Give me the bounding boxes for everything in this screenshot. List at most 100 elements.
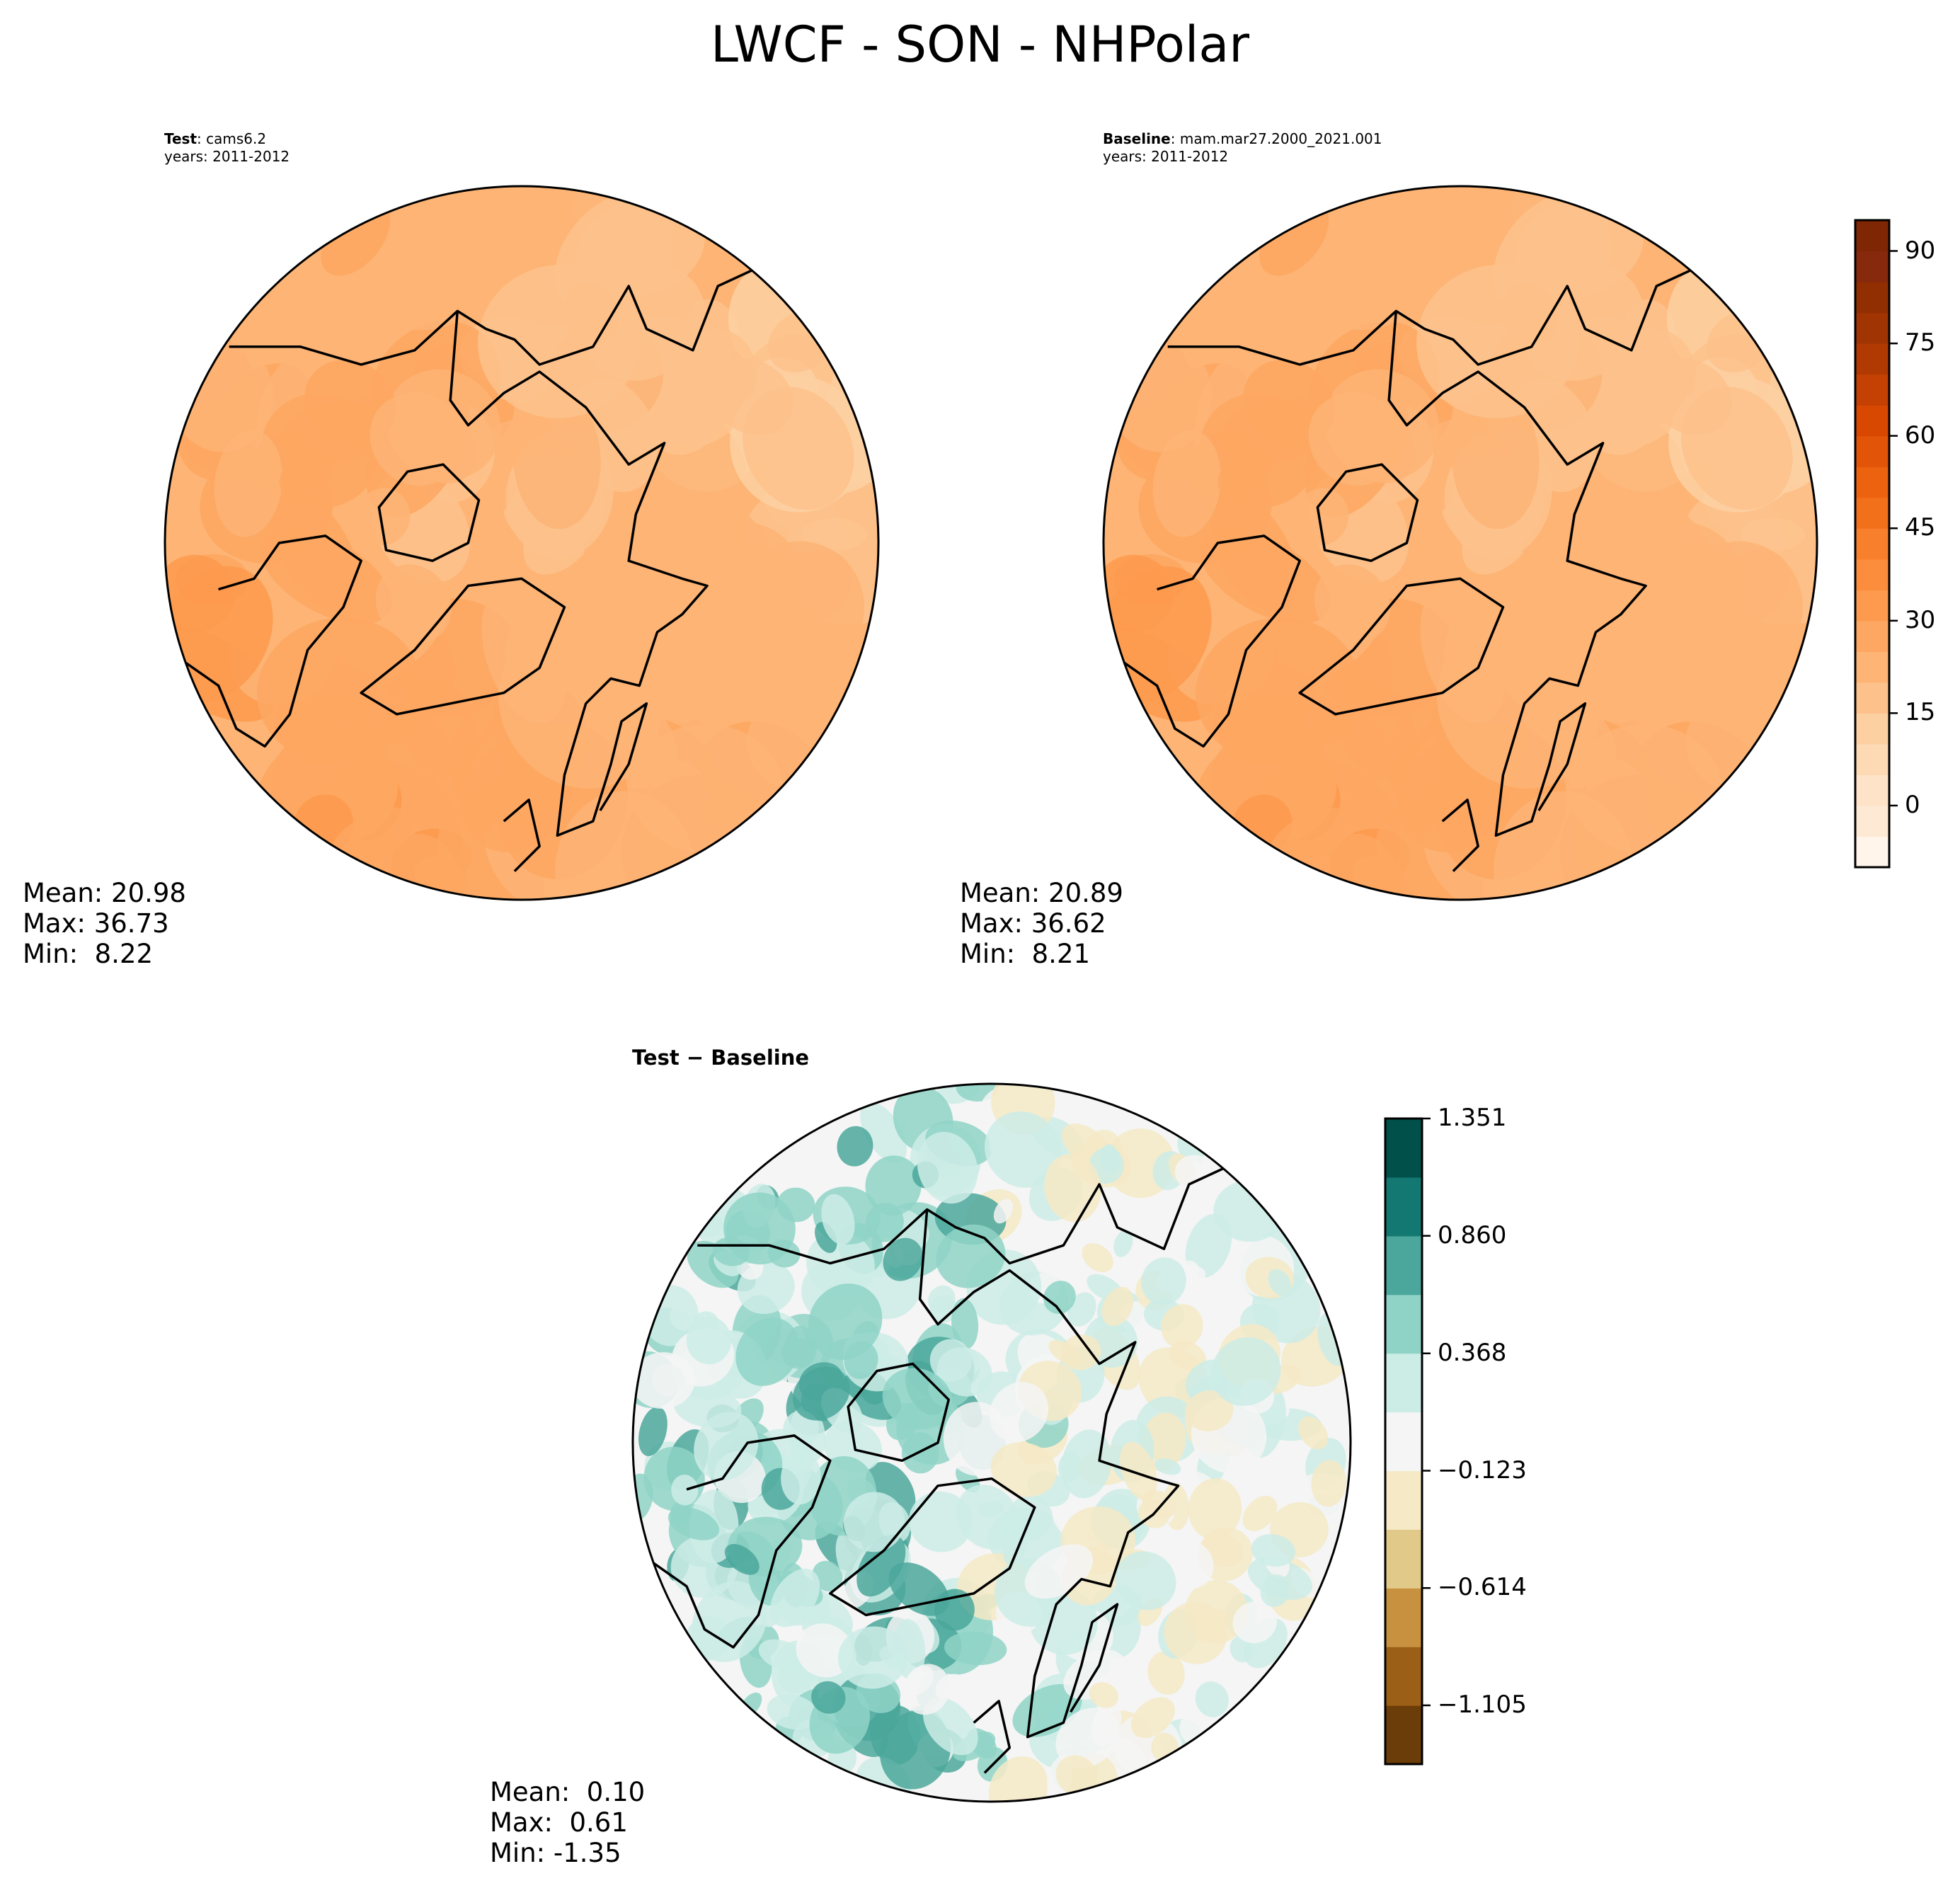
- colorbar-band: [1855, 774, 1889, 806]
- baseline-map: [1102, 185, 1818, 901]
- colorbar-band: [1855, 435, 1889, 467]
- field-contour-patch: [1120, 1441, 1157, 1501]
- coastline: [1121, 534, 1301, 748]
- mean-stat: Mean: 0.10: [490, 1777, 646, 1807]
- field-contour-patch: [1251, 1534, 1295, 1567]
- years-label: years: 2011-2012: [1103, 148, 1229, 165]
- label-rest: : cams6.2: [197, 130, 267, 147]
- field-contour-patch: [1295, 488, 1349, 546]
- field-contour-patch: [1002, 1526, 1028, 1566]
- field-contour-patch: [214, 430, 283, 537]
- field-contour-patch: [882, 1368, 953, 1430]
- field-contour-patch: [989, 1382, 1049, 1443]
- coastline: [449, 311, 709, 837]
- field-contour-patch: [369, 394, 460, 486]
- field-contour-patch: [1099, 1144, 1121, 1174]
- coastline: [1298, 577, 1505, 716]
- field-contour-patch: [908, 1491, 973, 1552]
- field-contour-patch: [1043, 1281, 1076, 1315]
- max-stat: Max: 0.61: [490, 1807, 628, 1838]
- field-contour-patch: [923, 1697, 978, 1756]
- field-contour-patch: [1647, 358, 1733, 435]
- colorbar-tick-label: 15: [1905, 698, 1936, 727]
- field-contour-patch: [837, 1126, 873, 1167]
- colorbar-band: [1855, 651, 1889, 683]
- min-stat: Min: -1.35: [490, 1838, 621, 1868]
- colorbar-band: [1385, 1119, 1422, 1178]
- coastline: [1167, 263, 1764, 366]
- years-label: years: 2011-2012: [164, 148, 290, 165]
- field-contour-patch: [1188, 1478, 1242, 1540]
- field-contour-patch: [724, 1544, 760, 1575]
- colorbar-band: [1385, 1529, 1422, 1589]
- field-contour-patch: [1210, 493, 1298, 612]
- field-contour-patch: [257, 617, 421, 763]
- field-contour-patch: [381, 833, 462, 900]
- field-contour-patch: [1311, 1460, 1346, 1507]
- colorbar-tick-label: 0.368: [1438, 1338, 1507, 1367]
- colorbar-band: [1855, 559, 1889, 590]
- colorbar-tick-label: 30: [1905, 605, 1936, 634]
- colorbar-band: [1855, 405, 1889, 437]
- colorbar-band: [1855, 343, 1889, 375]
- max-stat: Max: 36.73: [23, 908, 169, 939]
- colorbar-tick-label: −1.105: [1438, 1690, 1527, 1719]
- label-bold: Test: [164, 130, 197, 147]
- coastline: [1441, 799, 1479, 872]
- field-contour-patch: [811, 1681, 846, 1714]
- test-map: [164, 185, 880, 901]
- field-contour-patch: [1712, 549, 1790, 626]
- field-contour-patch: [1141, 1257, 1186, 1305]
- colorbar-tick-label: 60: [1905, 420, 1936, 450]
- field-contour-patch: [694, 1412, 759, 1481]
- field-contour-patch: [271, 493, 360, 612]
- field-contour-patch: [883, 1237, 923, 1281]
- field-contour-patch: [1185, 1213, 1232, 1278]
- field-contour-patch: [951, 1298, 979, 1349]
- field-contour-patch: [1406, 782, 1440, 839]
- field-contour-patch: [671, 1475, 699, 1506]
- field-contour-patch: [619, 498, 776, 653]
- field-contour-patch: [1213, 1180, 1286, 1242]
- field-contour-patch: [1082, 1243, 1113, 1272]
- map-boundary: [1102, 185, 1818, 901]
- figure-title: LWCF - SON - NHPolar: [710, 16, 1249, 74]
- field-contour-patch: [929, 1339, 973, 1382]
- colorbar-band: [1855, 836, 1889, 868]
- colorbar-band: [1855, 374, 1889, 406]
- field-contour-patch: [375, 564, 452, 643]
- field-contour-patch: [843, 1492, 905, 1552]
- field-contour-patch: [776, 1187, 815, 1223]
- label-rest: : mam.mar27.2000_2021.001: [1170, 130, 1382, 147]
- field-contour-patch: [638, 1407, 667, 1456]
- colorbar-band: [1855, 312, 1889, 344]
- coastline: [829, 1477, 1036, 1617]
- field-contour-patch: [1115, 1551, 1176, 1610]
- coastline: [847, 1362, 950, 1463]
- field-contour-patch: [1515, 197, 1644, 298]
- colorbar-band: [1385, 1235, 1422, 1295]
- colorbar-band: [1385, 1647, 1422, 1706]
- field-contour-patch: [512, 389, 601, 530]
- colorbar-band: [1855, 682, 1889, 714]
- field-contour-patch: [781, 1451, 821, 1505]
- coastline: [377, 463, 481, 562]
- field-contour-patch: [633, 1352, 695, 1409]
- field-contour-patch: [1319, 833, 1400, 900]
- colorbar-band: [1855, 743, 1889, 776]
- field-contour-patch: [478, 264, 641, 418]
- coastline: [1387, 311, 1647, 837]
- field-contour-patch: [865, 1155, 922, 1215]
- label-bold: Baseline: [1103, 130, 1171, 147]
- field-contour-patch: [577, 197, 705, 298]
- main-colorbar: [1854, 219, 1898, 869]
- field-contour-patch: [420, 228, 505, 321]
- field-contour-patch: [1174, 1155, 1216, 1191]
- field-contour-patch: [977, 1501, 1004, 1518]
- field-contour-patch: [1169, 1541, 1214, 1589]
- diff-map: [631, 1082, 1352, 1803]
- field-contour-patch: [1061, 1429, 1112, 1499]
- colorbar-band: [1855, 620, 1889, 652]
- field-contour-patch: [1154, 1458, 1181, 1475]
- coastline: [697, 1161, 1297, 1265]
